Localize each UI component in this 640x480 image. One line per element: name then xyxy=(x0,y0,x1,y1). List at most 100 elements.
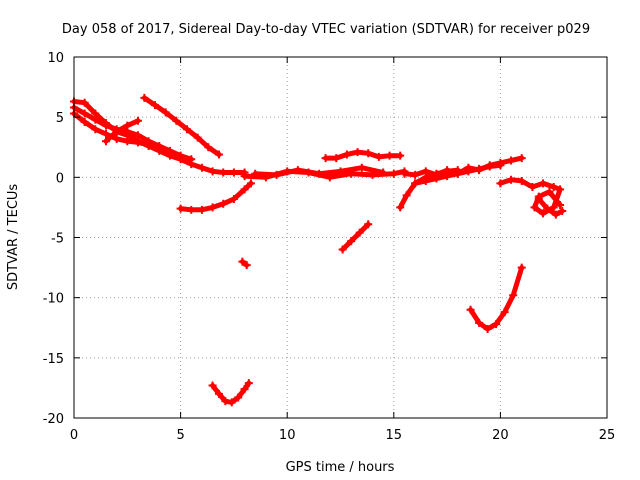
data-point xyxy=(551,210,560,219)
series-line-arc-4 xyxy=(103,118,141,144)
data-point xyxy=(353,148,362,157)
data-point xyxy=(229,168,238,177)
data-point xyxy=(492,320,501,329)
y-tick-label: 10 xyxy=(47,51,64,66)
data-point xyxy=(496,161,505,170)
data-point xyxy=(355,228,364,237)
data-point xyxy=(112,134,121,143)
data-point xyxy=(240,385,249,394)
data-point xyxy=(558,207,567,216)
data-point xyxy=(315,169,324,178)
data-series-group xyxy=(70,93,567,407)
data-point xyxy=(443,172,452,181)
data-point xyxy=(402,191,411,200)
data-point xyxy=(464,167,473,176)
y-tick-label: -15 xyxy=(43,352,64,367)
data-point xyxy=(112,127,121,136)
data-point xyxy=(219,168,228,177)
y-tick-label: -20 xyxy=(43,412,64,427)
data-point xyxy=(379,168,388,177)
data-point xyxy=(421,176,430,185)
data-point xyxy=(385,151,394,160)
data-point xyxy=(155,144,164,153)
data-point xyxy=(338,245,347,254)
data-point xyxy=(293,166,302,175)
data-point xyxy=(193,133,202,142)
data-point xyxy=(347,237,356,246)
data-point xyxy=(208,167,217,176)
data-point xyxy=(176,204,185,213)
data-point xyxy=(140,93,149,102)
data-point xyxy=(411,179,420,188)
data-point xyxy=(539,179,548,188)
data-point xyxy=(133,138,142,147)
series-line-arc-5 xyxy=(141,95,222,157)
data-point xyxy=(357,163,366,172)
series-line-arc-1 xyxy=(71,99,248,175)
data-point xyxy=(396,203,405,212)
x-tick-label: 5 xyxy=(176,428,184,443)
data-point xyxy=(172,116,181,125)
data-point xyxy=(556,185,565,194)
data-point xyxy=(187,155,196,164)
y-tick-label: -10 xyxy=(43,292,64,307)
data-point xyxy=(517,263,526,272)
data-point xyxy=(80,117,89,126)
data-point xyxy=(374,152,383,161)
data-point xyxy=(530,203,539,212)
data-point xyxy=(475,164,484,173)
data-point xyxy=(389,169,398,178)
data-point xyxy=(238,257,247,266)
data-point xyxy=(204,143,213,152)
data-point xyxy=(91,125,100,134)
x-tick-label: 20 xyxy=(492,428,509,443)
data-point xyxy=(517,176,526,185)
data-point xyxy=(509,291,518,300)
data-point xyxy=(197,205,206,214)
data-point xyxy=(221,397,230,406)
data-point xyxy=(500,308,509,317)
data-point xyxy=(151,101,160,110)
data-point xyxy=(123,121,132,130)
series-line-arc-12 xyxy=(340,221,371,252)
x-axis-label: GPS time / hours xyxy=(286,460,395,475)
data-point xyxy=(507,175,516,184)
data-point xyxy=(219,199,228,208)
data-point xyxy=(543,204,552,213)
data-point xyxy=(453,169,462,178)
data-point xyxy=(421,167,430,176)
data-point xyxy=(161,108,170,117)
data-point xyxy=(80,98,89,107)
data-point xyxy=(342,150,351,159)
data-point xyxy=(133,116,142,125)
data-point xyxy=(229,194,238,203)
x-tick-label: 0 xyxy=(70,428,78,443)
data-point xyxy=(144,140,153,149)
data-point xyxy=(246,179,255,188)
data-point xyxy=(227,398,236,407)
data-point xyxy=(133,131,142,140)
data-point xyxy=(364,220,373,229)
data-point xyxy=(208,203,217,212)
data-point xyxy=(240,172,249,181)
x-tick-label: 25 xyxy=(599,428,616,443)
data-point xyxy=(214,150,223,159)
data-point xyxy=(272,170,281,179)
data-point xyxy=(556,201,565,210)
data-point xyxy=(214,389,223,398)
data-point xyxy=(396,151,405,160)
data-point xyxy=(240,185,249,194)
data-point xyxy=(101,137,110,146)
data-point xyxy=(242,261,251,270)
data-point xyxy=(197,163,206,172)
data-point xyxy=(336,167,345,176)
axis-ticks: 0 5 10 15 20 25 -20 -15 -10 -5 0 5 10 xyxy=(43,51,616,443)
data-point xyxy=(321,154,330,163)
data-point xyxy=(411,170,420,179)
data-point xyxy=(496,179,505,188)
x-tick-label: 10 xyxy=(279,428,296,443)
data-point xyxy=(545,187,554,196)
y-axis-label: SDTVAR / TECUs xyxy=(6,184,21,291)
